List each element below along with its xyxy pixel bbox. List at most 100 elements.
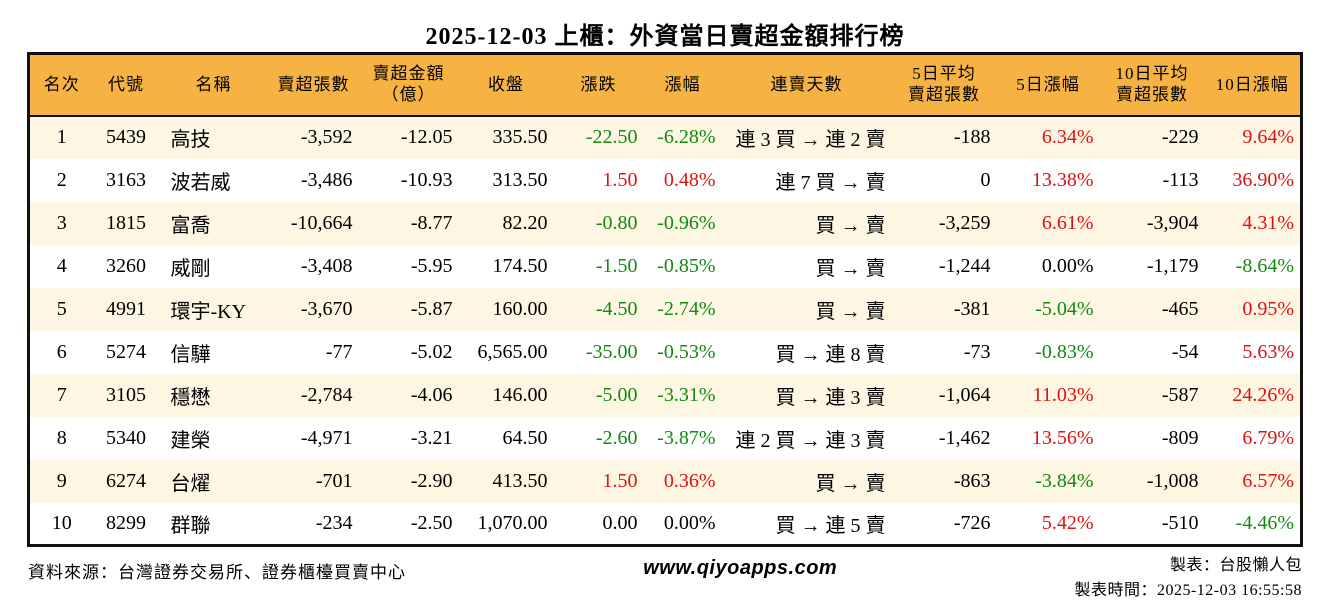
- column-header-line: 漲幅: [664, 74, 701, 94]
- cell-pct-10d: 5.63%: [1242, 340, 1294, 363]
- cell-sell-lots: -2,784: [300, 383, 353, 406]
- header-row: 名次 代號 名稱 賣超張數 賣超金額 （億） 收盤 漲跌 漲幅 連賣天數 5日平均 賣超張數 5日漲幅 1…: [28, 53, 1302, 117]
- cell-rank: 4: [56, 254, 67, 277]
- cell-close: 313.50: [492, 168, 548, 191]
- cell-avg5-sell-lots: -188: [953, 126, 991, 148]
- column-header-line: 代號: [108, 74, 144, 94]
- cell-code: 5274: [106, 340, 146, 363]
- cell-name: 穩懋: [170, 386, 211, 409]
- cell-pct-10d: -4.46%: [1235, 511, 1294, 534]
- cell-change: 1.50: [602, 469, 638, 492]
- cell-sell-streak: 連 2 買 → 連 3 賣: [735, 429, 886, 452]
- cell-sell-lots: -3,670: [300, 297, 353, 320]
- cell-sell-amount-100m: -2.50: [410, 511, 453, 534]
- cell-pct-10d: 0.95%: [1242, 297, 1294, 320]
- column-header-line: 10日平均: [1115, 64, 1189, 84]
- website-text: www.qiyoapps.com: [643, 557, 838, 579]
- column-header-line: 名次: [43, 74, 80, 94]
- cell-pct-10d: 9.64%: [1242, 126, 1294, 148]
- column-header-line: 5日漲幅: [1016, 74, 1080, 94]
- cell-close: 335.50: [492, 126, 548, 148]
- cell-change-pct: 0.48%: [663, 168, 716, 191]
- cell-avg5-sell-lots: -3,259: [938, 211, 991, 234]
- cell-change: -0.80: [595, 211, 638, 234]
- table-row: 3 1815 富喬 -10,664 -8.77 82.20 -0.80 -0.96% 買 → 賣…: [28, 201, 1302, 245]
- page-title: 2025-12-03 上櫃：外資當日賣超金額排行榜: [425, 24, 905, 50]
- cell-sell-amount-100m: -5.87: [410, 297, 453, 320]
- cell-rank: 5: [56, 297, 67, 320]
- cell-change: -4.50: [595, 297, 638, 320]
- cell-sell-lots: -77: [325, 340, 353, 363]
- cell-code: 8299: [106, 511, 146, 534]
- cell-rank: 10: [51, 511, 72, 534]
- cell-close: 64.50: [502, 426, 548, 449]
- cell-sell-streak: 買 → 賣: [815, 300, 886, 323]
- cell-change-pct: -0.53%: [657, 340, 716, 363]
- cell-avg5-sell-lots: 0: [980, 168, 991, 191]
- cell-change: -5.00: [595, 383, 638, 406]
- column-header-sell-streak: 連賣天數: [721, 53, 892, 117]
- cell-sell-streak: 連 7 買 → 賣: [775, 171, 886, 194]
- cell-pct-10d: 6.79%: [1242, 426, 1294, 449]
- cell-sell-lots: -3,408: [300, 254, 353, 277]
- cell-code: 3105: [106, 383, 146, 406]
- column-header-avg5-sell-lots: 5日平均 賣超張數: [891, 53, 997, 117]
- column-header-change-pct: 漲幅: [643, 53, 722, 117]
- cell-name: 環宇-KY: [170, 300, 247, 323]
- table-row: 5 4991 環宇-KY -3,670 -5.87 160.00 -4.50 -2.74% 買 …: [28, 287, 1302, 331]
- table-header: 名次 代號 名稱 賣超張數 賣超金額 （億） 收盤 漲跌 漲幅 連賣天數 5日平均 賣超張數 5日漲幅 1…: [28, 53, 1302, 117]
- cell-name: 台燿: [170, 472, 211, 495]
- cell-avg10-sell-lots: -809: [1161, 426, 1199, 449]
- cell-pct-10d: 36.90%: [1232, 168, 1294, 191]
- cell-change: 1.50: [602, 168, 638, 191]
- cell-avg5-sell-lots: -381: [953, 297, 991, 320]
- cell-sell-amount-100m: -3.21: [410, 426, 453, 449]
- cell-close: 1,070.00: [477, 511, 548, 534]
- cell-avg5-sell-lots: -1,462: [938, 426, 991, 449]
- column-header-line: 賣超張數: [908, 84, 980, 104]
- ranking-table: 名次 代號 名稱 賣超張數 賣超金額 （億） 收盤 漲跌 漲幅 連賣天數 5日平均 賣超張數 5日漲幅 1…: [27, 52, 1303, 547]
- cell-close: 6,565.00: [477, 340, 548, 363]
- column-header-avg10-sell-lots: 10日平均 賣超張數: [1099, 53, 1205, 117]
- cell-close: 413.50: [492, 469, 548, 492]
- cell-sell-lots: -10,664: [290, 211, 353, 234]
- cell-pct-5d: 6.61%: [1041, 211, 1094, 234]
- cell-name: 建榮: [170, 429, 211, 452]
- cell-avg5-sell-lots: -1,244: [938, 254, 991, 277]
- cell-avg10-sell-lots: -587: [1161, 383, 1199, 406]
- cell-code: 4991: [106, 297, 146, 320]
- cell-avg10-sell-lots: -510: [1161, 511, 1199, 534]
- cell-name: 富喬: [170, 214, 211, 237]
- cell-change: -1.50: [595, 254, 638, 277]
- cell-code: 3163: [106, 168, 146, 191]
- column-header-line: 賣超張數: [277, 74, 350, 94]
- cell-pct-10d: 6.57%: [1242, 469, 1294, 492]
- column-header-change: 漲跌: [553, 53, 644, 117]
- cell-sell-amount-100m: -2.90: [410, 469, 453, 492]
- cell-name: 威剛: [170, 257, 211, 280]
- cell-change-pct: -0.85%: [657, 254, 716, 277]
- cell-name: 高技: [170, 129, 211, 151]
- cell-sell-amount-100m: -4.06: [410, 383, 453, 406]
- cell-pct-10d: 4.31%: [1242, 211, 1294, 234]
- cell-code: 5340: [106, 426, 146, 449]
- cell-sell-amount-100m: -5.02: [410, 340, 453, 363]
- cell-change-pct: -0.96%: [657, 211, 716, 234]
- cell-avg10-sell-lots: -1,008: [1146, 469, 1199, 492]
- table-body: 1 5439 高技 -3,592 -12.05 335.50 -22.50 -6.28% 連 3…: [28, 115, 1302, 546]
- column-header-line: 名稱: [195, 74, 232, 94]
- cell-avg5-sell-lots: -1,064: [938, 383, 991, 406]
- cell-rank: 6: [56, 340, 67, 363]
- cell-sell-lots: -3,486: [300, 168, 353, 191]
- made-time-text: 製表時間：2025-12-03 16:55:58: [1074, 581, 1302, 599]
- footer: 資料來源：台灣證券交易所、證券櫃檯買賣中心 www.qiyoapps.com 製…: [28, 547, 1302, 604]
- column-header-rank: 名次: [28, 53, 94, 117]
- column-header-line: （億）: [381, 84, 436, 104]
- table-row: 9 6274 台燿 -701 -2.90 413.50 1.50 0.36% 買 → 賣 -863…: [28, 459, 1302, 503]
- cell-change-pct: -3.87%: [657, 426, 716, 449]
- cell-sell-streak: 買 → 賣: [815, 472, 886, 495]
- cell-sell-amount-100m: -8.77: [410, 211, 453, 234]
- cell-pct-10d: 24.26%: [1232, 383, 1294, 406]
- table-row: 1 5439 高技 -3,592 -12.05 335.50 -22.50 -6.28% 連 3…: [28, 115, 1302, 159]
